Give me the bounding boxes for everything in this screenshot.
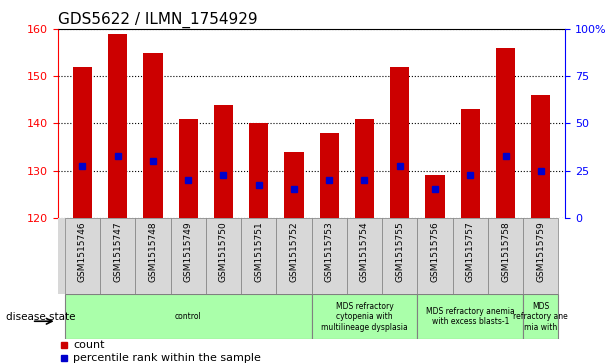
Bar <box>73 67 92 218</box>
Bar <box>311 294 417 339</box>
Bar <box>136 218 171 294</box>
Text: GDS5622 / ILMN_1754929: GDS5622 / ILMN_1754929 <box>58 12 257 28</box>
Bar <box>531 95 550 218</box>
Text: GSM1515747: GSM1515747 <box>113 221 122 282</box>
Bar <box>311 218 347 294</box>
Bar <box>523 294 558 339</box>
Bar <box>214 105 233 218</box>
Text: GSM1515755: GSM1515755 <box>395 221 404 282</box>
Bar <box>320 133 339 218</box>
Text: GSM1515754: GSM1515754 <box>360 221 369 282</box>
Bar <box>249 123 268 218</box>
Text: percentile rank within the sample: percentile rank within the sample <box>73 353 261 363</box>
Text: count: count <box>73 340 105 350</box>
Text: MDS refractory anemia
with excess blasts-1: MDS refractory anemia with excess blasts… <box>426 307 514 326</box>
Text: GSM1515758: GSM1515758 <box>501 221 510 282</box>
Bar <box>171 218 206 294</box>
Bar <box>355 119 374 218</box>
Bar <box>65 218 100 294</box>
Bar <box>488 218 523 294</box>
Bar <box>179 119 198 218</box>
Bar <box>452 218 488 294</box>
Bar <box>426 175 444 218</box>
Bar <box>390 67 409 218</box>
Text: GSM1515752: GSM1515752 <box>289 221 299 282</box>
Bar <box>277 218 311 294</box>
Text: MDS
refractory ane
mia with: MDS refractory ane mia with <box>513 302 568 332</box>
Bar <box>143 53 163 218</box>
Text: control: control <box>175 312 202 321</box>
Text: GSM1515751: GSM1515751 <box>254 221 263 282</box>
Text: GSM1515757: GSM1515757 <box>466 221 475 282</box>
Text: disease state: disease state <box>6 312 75 322</box>
Bar <box>347 218 382 294</box>
Bar <box>100 218 136 294</box>
Bar <box>285 152 303 218</box>
Text: GSM1515749: GSM1515749 <box>184 221 193 282</box>
Text: GSM1515759: GSM1515759 <box>536 221 545 282</box>
Text: GSM1515748: GSM1515748 <box>148 221 157 282</box>
Text: MDS refractory
cytopenia with
multilineage dysplasia: MDS refractory cytopenia with multilinea… <box>321 302 408 332</box>
Text: GSM1515746: GSM1515746 <box>78 221 87 282</box>
Bar <box>417 218 452 294</box>
Bar <box>382 218 417 294</box>
Bar <box>241 218 277 294</box>
Bar <box>496 48 515 218</box>
Text: GSM1515756: GSM1515756 <box>430 221 440 282</box>
Bar <box>108 34 128 218</box>
Bar <box>65 294 311 339</box>
Bar <box>417 294 523 339</box>
Text: GSM1515750: GSM1515750 <box>219 221 228 282</box>
Bar <box>460 109 480 218</box>
Bar <box>523 218 558 294</box>
Text: GSM1515753: GSM1515753 <box>325 221 334 282</box>
Bar <box>206 218 241 294</box>
